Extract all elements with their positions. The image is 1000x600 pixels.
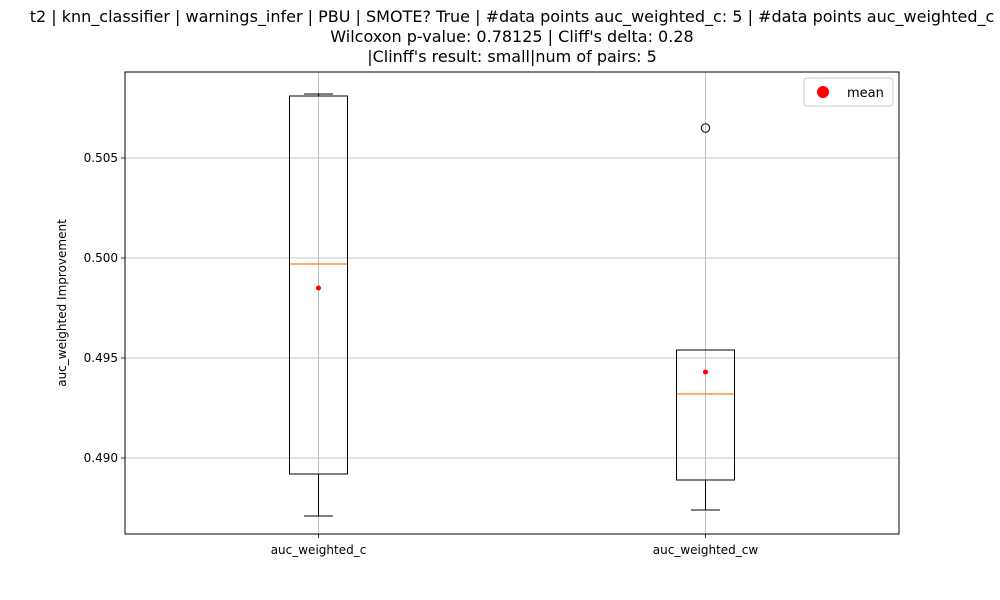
x-tick-label: auc_weighted_c <box>271 543 367 557</box>
y-axis-ticks: 0.490 0.495 0.500 0.505 <box>84 151 125 465</box>
title-line-1: t2 | knn_classifier | warnings_infer | P… <box>30 7 995 27</box>
y-tick-label: 0.500 <box>84 251 118 265</box>
legend: mean <box>803 77 894 107</box>
mean-point <box>703 369 708 375</box>
box-series <box>289 93 735 517</box>
legend-frame <box>803 77 894 107</box>
y-tick-label: 0.495 <box>84 351 118 365</box>
mean-point <box>316 285 321 291</box>
grid-lines <box>125 72 899 534</box>
box-auc_weighted_c <box>289 93 348 517</box>
legend-label-mean: mean <box>847 86 884 101</box>
y-tick-label: 0.490 <box>84 451 118 465</box>
y-tick-label: 0.505 <box>84 151 118 165</box>
plot-area-frame <box>124 71 900 535</box>
legend-marker-mean <box>817 86 829 98</box>
x-tick-label: auc_weighted_cw <box>653 543 759 557</box>
chart-title: t2 | knn_classifier | warnings_infer | P… <box>30 7 995 66</box>
x-axis-ticks: auc_weighted_c auc_weighted_cw <box>271 534 759 557</box>
iqr-box <box>289 95 348 475</box>
y-axis-label: auc_weighted Improvement <box>55 219 69 387</box>
outlier-point <box>700 123 711 133</box>
iqr-box <box>676 349 735 481</box>
title-line-3: |Clinff's result: small|num of pairs: 5 <box>367 47 657 66</box>
title-line-2: Wilcoxon p-value: 0.78125 | Cliff's delt… <box>330 27 693 46</box>
box-auc_weighted_cw <box>676 123 735 511</box>
